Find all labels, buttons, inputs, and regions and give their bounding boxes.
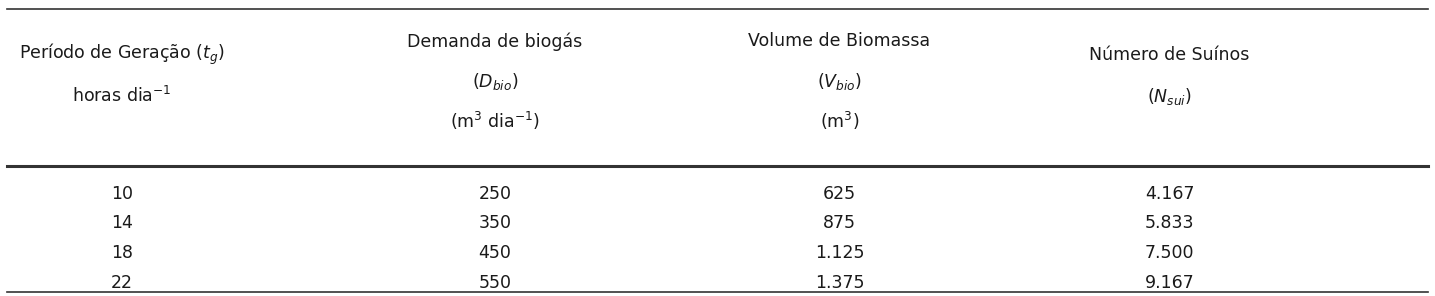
Text: 7.500: 7.500 [1145,244,1194,262]
Text: Período de Geração ($t_g$): Período de Geração ($t_g$) [19,42,225,67]
Text: 10: 10 [110,185,133,203]
Text: 9.167: 9.167 [1145,274,1194,292]
Text: Volume de Biomassa: Volume de Biomassa [749,33,930,50]
Text: 550: 550 [479,274,511,292]
Text: 5.833: 5.833 [1145,215,1194,232]
Text: horas dia$^{-1}$: horas dia$^{-1}$ [72,86,172,106]
Text: ($V_{bio}$): ($V_{bio}$) [817,71,862,92]
Text: 22: 22 [110,274,133,292]
Text: 14: 14 [110,215,133,232]
Text: Demanda de biogás: Demanda de biogás [408,32,583,51]
Text: 18: 18 [110,244,133,262]
Text: ($D_{bio}$): ($D_{bio}$) [472,71,518,92]
Text: 1.375: 1.375 [815,274,864,292]
Text: (m$^3$ dia$^{-1}$): (m$^3$ dia$^{-1}$) [451,110,540,132]
Text: Número de Suínos: Número de Suínos [1089,46,1250,64]
Text: 625: 625 [822,185,857,203]
Text: 875: 875 [824,215,855,232]
Text: 450: 450 [479,244,511,262]
Text: (m$^3$): (m$^3$) [819,110,860,132]
Text: 4.167: 4.167 [1145,185,1194,203]
Text: 1.125: 1.125 [815,244,864,262]
Text: 350: 350 [479,215,511,232]
Text: ($N_{sui}$): ($N_{sui}$) [1147,86,1192,107]
Text: 250: 250 [479,185,511,203]
